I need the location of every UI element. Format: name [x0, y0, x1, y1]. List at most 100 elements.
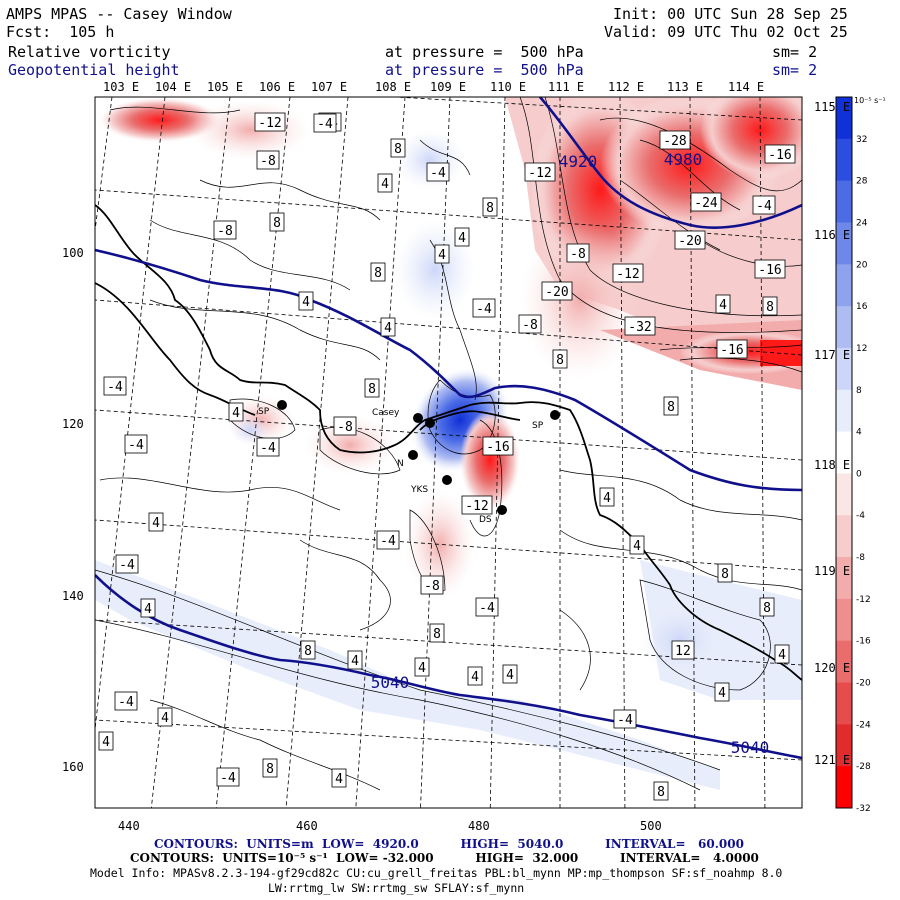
vorticity-contour-label: -16 [768, 148, 791, 163]
lon-label: 104 E [155, 80, 192, 94]
contour-label-box [754, 259, 786, 279]
vorticity-contour-label: -4 [118, 695, 134, 710]
station-label: YKS [410, 485, 428, 495]
contour-label-box [254, 112, 286, 132]
vorticity-shading [95, 97, 802, 808]
colorbar-swatch [836, 682, 852, 725]
model-info-2: LW:rrtmg_lw SW:rrtmg_sw SFLAY:sf_mynn [268, 881, 525, 895]
station-label: SP [532, 421, 544, 431]
vorticity-contour-label: 4 [603, 491, 611, 506]
contour-label-box [482, 197, 498, 217]
contour-label-box [690, 192, 722, 212]
vorticity-contour-label: -20 [545, 285, 568, 300]
colorbar-label: 20 [856, 260, 868, 270]
station-dot[interactable] [413, 413, 423, 423]
x-tick: 500 [640, 819, 662, 833]
field1-level: at pressure = 500 hPa [385, 43, 584, 61]
contour-label-box [624, 316, 656, 336]
colorbar-label: 0 [856, 469, 862, 479]
contour-label-box [414, 657, 430, 677]
field1-smoothing: sm= 2 [772, 43, 818, 61]
contour-label-box [715, 294, 731, 314]
vorticity-contour-label: 8 [657, 785, 665, 800]
station-dot[interactable] [442, 475, 452, 485]
colorbar-frame [835, 96, 853, 809]
vorticity-contour-label: -8 [260, 154, 276, 169]
vorticity-contour-label: 12 [675, 644, 691, 659]
colorbar-swatch [836, 515, 852, 558]
vorticity-contour-label: 4 [335, 772, 343, 787]
colorbar-swatch [836, 724, 852, 767]
colorbar-swatch [836, 180, 852, 223]
contour-label-box [256, 437, 280, 457]
lat-label: 115 E [814, 100, 851, 114]
colorbar-label: -24 [856, 720, 871, 730]
contour-label-box [752, 195, 776, 215]
vorticity-contours [95, 97, 802, 791]
vorticity-contour-label: 8 [486, 201, 494, 216]
lat-label: 119 E [814, 564, 851, 578]
vorticity-contour-label: 8 [556, 353, 564, 368]
field1-name: Relative vorticity [8, 43, 171, 61]
contour-label-box [370, 262, 386, 282]
height-contour-label: 5040 [731, 738, 770, 757]
contour-label-box [717, 563, 733, 583]
contour-label-box [518, 314, 542, 334]
vorticity-contour-label: 4 [471, 670, 479, 685]
vorticity-contour-label: 8 [394, 142, 402, 157]
field2-name: Geopotential height [8, 61, 180, 79]
contour-label-box [475, 597, 499, 617]
lon-label: 113 E [667, 80, 704, 94]
station-dot[interactable] [497, 505, 507, 515]
colorbar-label: -8 [856, 553, 865, 563]
colorbar-label: 28 [856, 177, 868, 187]
vorticity-contour-label: 8 [721, 567, 729, 582]
station-labels: SP Casey SP N YKS DS [258, 407, 544, 525]
contour-label-box [541, 281, 573, 301]
contour-label-box [434, 244, 450, 264]
vorticity-contour-label: -32 [628, 320, 651, 335]
field2-level: at pressure = 500 hPa [385, 61, 584, 79]
vorticity-contour-label: -8 [570, 247, 586, 262]
colorbar-label: 24 [856, 218, 868, 228]
contour-labels: -12 -4 8 -8 -4 -12 -28 -16 4920 4980 -24 -20 -8 -16 -1… [98, 112, 796, 801]
contour-label-box [124, 434, 148, 454]
vorticity-contour-label: -8 [337, 420, 353, 435]
colorbar-swatch [836, 640, 852, 684]
vorticity-contour-label: -4 [380, 534, 396, 549]
lon-label: 112 E [608, 80, 645, 94]
height-contour-info: CONTOURS: UNITS=m LOW= 4920.0 HIGH= 5040… [154, 837, 744, 851]
vorticity-contour-label: -16 [486, 440, 509, 455]
contour-label-box [216, 767, 240, 787]
contour-label-box [426, 162, 450, 182]
y-tick: 100 [62, 246, 84, 260]
vorticity-contour-label: 4 [381, 177, 389, 192]
vorticity-contour-label: 4 [438, 248, 446, 263]
station-dot[interactable] [408, 450, 418, 460]
forecast-hour: Fcst: 105 h [6, 23, 115, 41]
lon-label: 105 E [207, 80, 244, 94]
station-label: SP [258, 407, 270, 417]
plot-title: AMPS MPAS -- Casey Window [6, 5, 232, 23]
vorticity-contour-label: 4 [778, 648, 786, 663]
contour-label-box [461, 495, 493, 515]
colorbar-swatch [836, 473, 852, 516]
colorbar-swatch [836, 598, 852, 642]
contour-label-box [269, 212, 285, 232]
colorbar-swatch [836, 347, 852, 391]
station-dot[interactable] [550, 410, 560, 420]
station-dot[interactable] [425, 418, 435, 428]
station-dot[interactable] [277, 400, 287, 410]
colorbar-label: -28 [856, 762, 871, 772]
colorbar-swatch [836, 264, 852, 307]
vorticity-contour-label: -4 [756, 199, 772, 214]
vorticity-contour-label: -16 [720, 343, 743, 358]
vorticity-contour-label: -4 [107, 380, 123, 395]
contour-label-box [629, 535, 645, 555]
vorticity-contour-label: -4 [317, 117, 333, 132]
lat-label: 120 E [814, 661, 851, 675]
vorticity-contour-label: -4 [128, 438, 144, 453]
contour-label-box [103, 376, 127, 396]
colorbar-swatch [836, 222, 852, 265]
vorticity-contour-label: 4 [152, 516, 160, 531]
